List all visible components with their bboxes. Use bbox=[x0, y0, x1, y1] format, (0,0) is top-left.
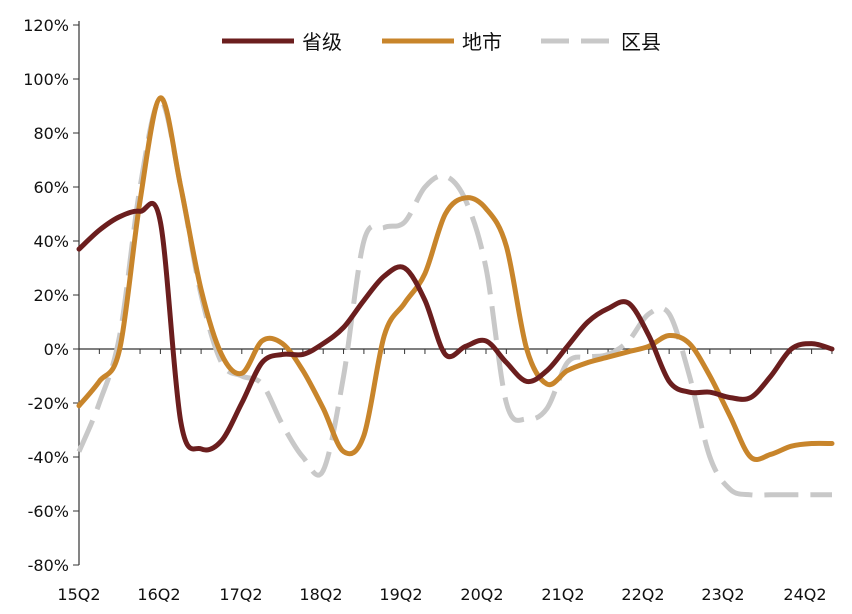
y-tick-label: -60% bbox=[28, 502, 69, 521]
x-tick-label: 15Q2 bbox=[57, 585, 100, 604]
x-tick-label: 21Q2 bbox=[541, 585, 584, 604]
series-line-0 bbox=[76, 200, 835, 453]
x-tick-label: 22Q2 bbox=[621, 585, 664, 604]
legend-label: 地市 bbox=[462, 30, 502, 54]
x-tick-label: 17Q2 bbox=[219, 585, 262, 604]
y-tick-label: 0% bbox=[44, 340, 69, 359]
x-tick-label: 24Q2 bbox=[783, 585, 826, 604]
y-tick-label: 60% bbox=[33, 178, 69, 197]
y-tick-label: 20% bbox=[33, 286, 69, 305]
y-tick-label: -40% bbox=[28, 448, 69, 467]
y-axis: 120% 100% 80% 60% 40% 20% 0% -20% -40% -60% -80% bbox=[23, 16, 80, 575]
x-tick-label: 18Q2 bbox=[299, 585, 342, 604]
x-axis: 15Q2 16Q2 17Q2 18Q2 19Q2 20Q2 21Q2 22Q2 23Q2 24Q2 bbox=[57, 348, 833, 604]
y-tick-label: 80% bbox=[33, 124, 69, 143]
series-line-1 bbox=[76, 95, 835, 462]
legend-label: 区县 bbox=[621, 30, 661, 54]
legend: 省级 地市 区县 bbox=[222, 30, 661, 54]
y-tick-label: 120% bbox=[23, 16, 69, 35]
y-tick-label: -80% bbox=[28, 556, 69, 575]
series-line-2 bbox=[76, 98, 832, 498]
y-tick-label: -20% bbox=[28, 394, 69, 413]
legend-label: 省级 bbox=[302, 30, 342, 54]
x-tick-label: 16Q2 bbox=[137, 585, 180, 604]
y-tick-label: 40% bbox=[33, 232, 69, 251]
x-tick-label: 20Q2 bbox=[460, 585, 503, 604]
x-tick-label: 19Q2 bbox=[379, 585, 422, 604]
series-lines bbox=[76, 95, 835, 498]
y-tick-label: 100% bbox=[23, 70, 69, 89]
x-tick-label: 23Q2 bbox=[701, 585, 744, 604]
